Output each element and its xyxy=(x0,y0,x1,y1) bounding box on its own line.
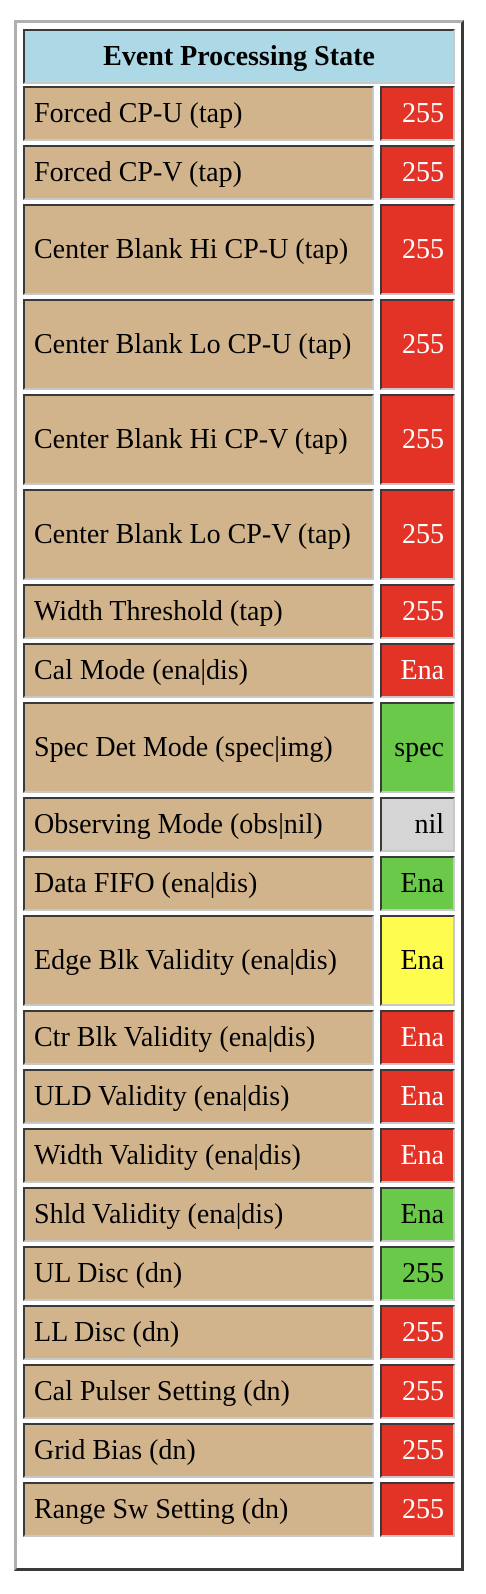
state-label: Data FIFO (ena|dis) xyxy=(23,856,374,911)
state-label: Forced CP-V (tap) xyxy=(23,145,374,200)
state-value-yellow: Ena xyxy=(380,915,455,1006)
state-label: Width Threshold (tap) xyxy=(23,584,374,639)
state-label: Observing Mode (obs|nil) xyxy=(23,797,374,852)
state-value-red: 255 xyxy=(380,394,455,485)
state-label: Center Blank Hi CP-U (tap) xyxy=(23,204,374,295)
state-value-gray: nil xyxy=(380,797,455,852)
panel-title: Event Processing State xyxy=(23,29,455,84)
state-label: LL Disc (dn) xyxy=(23,1305,374,1360)
state-label: Center Blank Lo CP-V (tap) xyxy=(23,489,374,580)
state-label: Shld Validity (ena|dis) xyxy=(23,1187,374,1242)
state-label: Edge Blk Validity (ena|dis) xyxy=(23,915,374,1006)
event-processing-state-panel: Event Processing State Forced CP-U (tap)… xyxy=(14,20,464,1571)
state-label: Range Sw Setting (dn) xyxy=(23,1482,374,1537)
state-value-red: 255 xyxy=(380,204,455,295)
state-value-red: 255 xyxy=(380,1364,455,1419)
state-value-red: Ena xyxy=(380,1128,455,1183)
state-value-red: Ena xyxy=(380,1069,455,1124)
state-label: Forced CP-U (tap) xyxy=(23,86,374,141)
state-value-red: 255 xyxy=(380,584,455,639)
state-label: Center Blank Hi CP-V (tap) xyxy=(23,394,374,485)
state-label: ULD Validity (ena|dis) xyxy=(23,1069,374,1124)
state-value-red: 255 xyxy=(380,86,455,141)
state-value-red: 255 xyxy=(380,1305,455,1360)
state-label: Cal Pulser Setting (dn) xyxy=(23,1364,374,1419)
state-value-red: 255 xyxy=(380,1423,455,1478)
state-label: Grid Bias (dn) xyxy=(23,1423,374,1478)
state-label: Cal Mode (ena|dis) xyxy=(23,643,374,698)
state-value-red: 255 xyxy=(380,1482,455,1537)
state-value-red: Ena xyxy=(380,643,455,698)
state-value-red: Ena xyxy=(380,1010,455,1065)
state-label: Width Validity (ena|dis) xyxy=(23,1128,374,1183)
state-label: UL Disc (dn) xyxy=(23,1246,374,1301)
state-label: Spec Det Mode (spec|img) xyxy=(23,702,374,793)
state-value-red: 255 xyxy=(380,299,455,390)
state-label: Center Blank Lo CP-U (tap) xyxy=(23,299,374,390)
state-value-green: spec xyxy=(380,702,455,793)
state-value-green: Ena xyxy=(380,856,455,911)
state-value-red: 255 xyxy=(380,145,455,200)
state-value-green: Ena xyxy=(380,1187,455,1242)
state-value-red: 255 xyxy=(380,489,455,580)
state-label: Ctr Blk Validity (ena|dis) xyxy=(23,1010,374,1065)
state-value-green: 255 xyxy=(380,1246,455,1301)
